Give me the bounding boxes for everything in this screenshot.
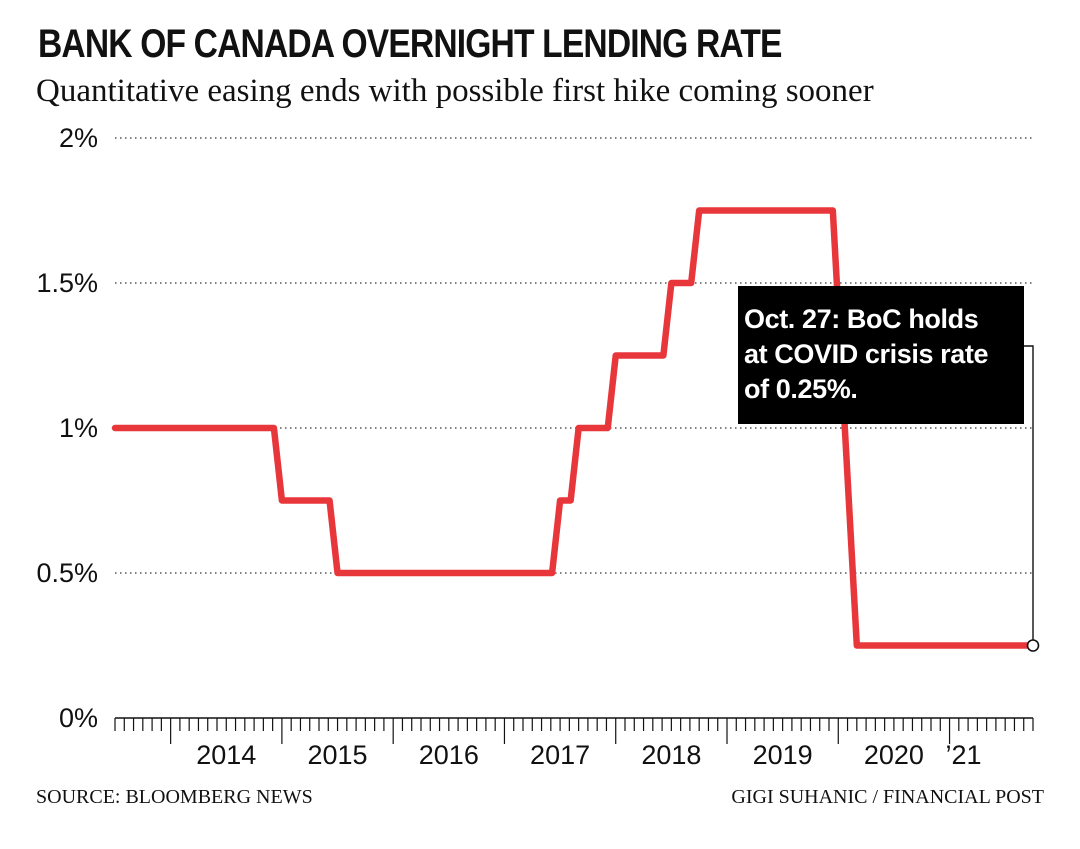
source-note: SOURCE: BLOOMBERG NEWS [36,786,313,808]
x-tick-label: 2014 [196,740,256,770]
x-tick-label: 2020 [864,740,924,770]
x-tick-label: 2019 [753,740,813,770]
annotation-line-1: Oct. 27: BoC holds [744,304,979,334]
y-tick-label: 1.5% [36,268,98,298]
latest-point-marker [1026,639,1040,652]
x-tick-label: 2017 [530,740,590,770]
y-tick-label: 0.5% [36,558,98,588]
x-tick-label: 2016 [419,740,479,770]
annotation-line-3: of 0.25%. [744,374,858,404]
annotation-leader [1024,345,1034,640]
x-tick-label: 2015 [308,740,368,770]
rate-series-line [111,207,1037,649]
x-tick-label: 2018 [641,740,701,770]
chart-title: BANK OF CANADA OVERNIGHT LENDING RATE [38,22,782,66]
chart-subtitle: Quantitative easing ends with possible f… [36,73,874,109]
y-tick-label: 1% [59,413,98,443]
credit-note: GIGI SUHANIC / FINANCIAL POST [731,786,1044,808]
x-tick-label: ’21 [946,740,982,770]
annotation-callout: Oct. 27: BoC holds at COVID crisis rate … [738,286,1024,424]
annotation-line-2: at COVID crisis rate [744,339,989,369]
y-tick-label: 0% [59,703,98,733]
y-tick-label: 2% [59,123,98,153]
